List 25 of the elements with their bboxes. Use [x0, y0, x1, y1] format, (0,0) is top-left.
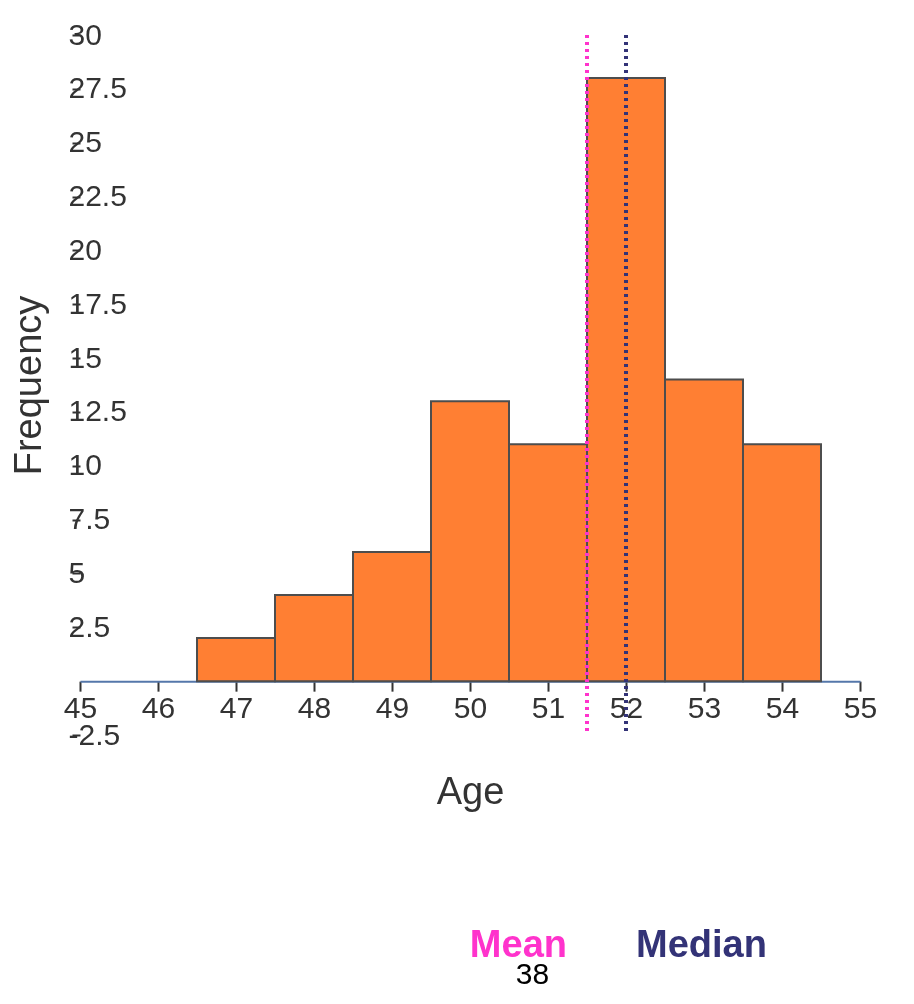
y-tick-label: 7.5 [68, 502, 111, 536]
x-tick-label: 55 [843, 690, 878, 724]
y-axis-title: Frequency [6, 295, 49, 476]
y-tick-label: 10 [68, 448, 102, 482]
x-tick-label: 49 [375, 690, 410, 724]
x-tick-label: 46 [141, 690, 176, 724]
x-tick-label: 52 [609, 690, 644, 724]
y-tick-label: 15 [68, 340, 102, 374]
x-tick-label: 51 [531, 690, 566, 724]
x-tick-label: 48 [297, 690, 332, 724]
y-tick-label: 30 [68, 17, 102, 51]
y-tick-label: 25 [68, 125, 102, 159]
y-tick-label: 12.5 [68, 394, 127, 428]
x-tick-label: 47 [219, 690, 254, 724]
ref-line-label: Median [636, 923, 767, 965]
y-tick-label: 5 [68, 555, 86, 589]
y-tick-label: 2.5 [68, 609, 111, 643]
x-axis-title: Age [436, 769, 505, 812]
y-tick-label: 27.5 [68, 71, 127, 105]
y-tick-label: 22.5 [68, 179, 127, 213]
x-tick-label: 54 [765, 690, 800, 724]
y-tick-label: 17.5 [68, 286, 127, 320]
x-tick-label: 53 [687, 690, 722, 724]
y-tick-label: 20 [68, 232, 102, 266]
x-tick-label: 50 [453, 690, 488, 724]
